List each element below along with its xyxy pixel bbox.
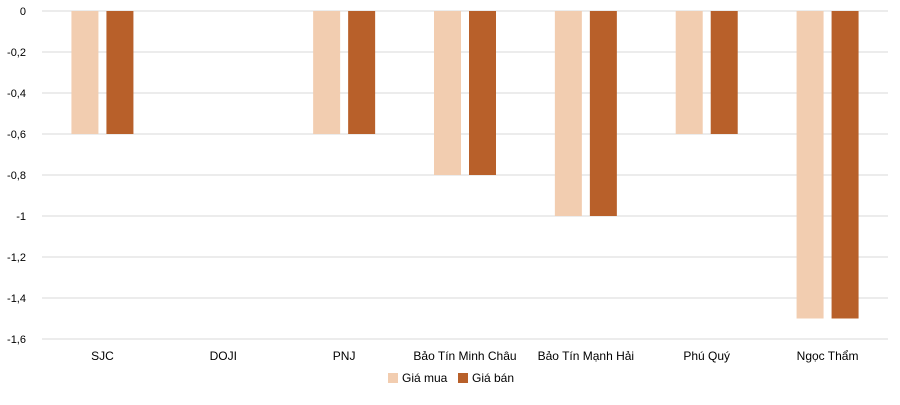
legend-label: Giá mua	[402, 371, 448, 385]
bar	[106, 11, 134, 134]
bar	[434, 11, 461, 175]
x-category-label: Bảo Tín Minh Châu	[413, 349, 516, 363]
bar	[710, 11, 738, 134]
y-tick-label: -0,6	[7, 129, 26, 141]
bar	[71, 11, 99, 134]
y-axis-tick-labels: 0 -0,2 -0,4 -0,6 -0,8 -1 -1,2 -1,4 -1,6	[7, 6, 26, 346]
y-tick-label: -0,8	[7, 170, 26, 182]
y-tick-label: -0,2	[7, 47, 26, 59]
bar	[831, 11, 859, 319]
x-category-label: Bảo Tín Mạnh Hải	[538, 349, 635, 363]
bar	[796, 11, 824, 319]
x-category-label: SJC	[91, 349, 114, 363]
y-tick-label: -0,4	[7, 88, 26, 100]
y-tick-label: 0	[20, 6, 26, 18]
bar	[675, 11, 703, 134]
gridlines	[42, 10, 888, 340]
y-tick-label: -1,6	[7, 334, 26, 346]
bar	[313, 11, 341, 134]
legend-label: Giá bán	[472, 371, 514, 385]
bar	[554, 11, 582, 216]
x-category-label: Ngọc Thẩm	[797, 349, 859, 363]
bar	[589, 11, 617, 216]
x-category-label: DOJI	[210, 349, 237, 363]
x-category-label: Phú Quý	[683, 349, 730, 363]
bar	[469, 11, 496, 175]
x-category-label: PNJ	[333, 349, 356, 363]
legend-swatch	[458, 373, 468, 383]
y-tick-label: -1,2	[7, 252, 26, 264]
y-tick-label: -1,4	[7, 293, 26, 305]
legend-swatch	[388, 373, 398, 383]
x-axis-category-labels: SJC DOJI PNJ Bảo Tín Minh Châu Bảo Tín Mạnh …	[91, 349, 858, 363]
bar	[348, 11, 376, 134]
y-tick-label: -1	[16, 211, 26, 223]
bars	[71, 11, 859, 319]
legend: Giá mua Giá bán	[388, 371, 514, 385]
